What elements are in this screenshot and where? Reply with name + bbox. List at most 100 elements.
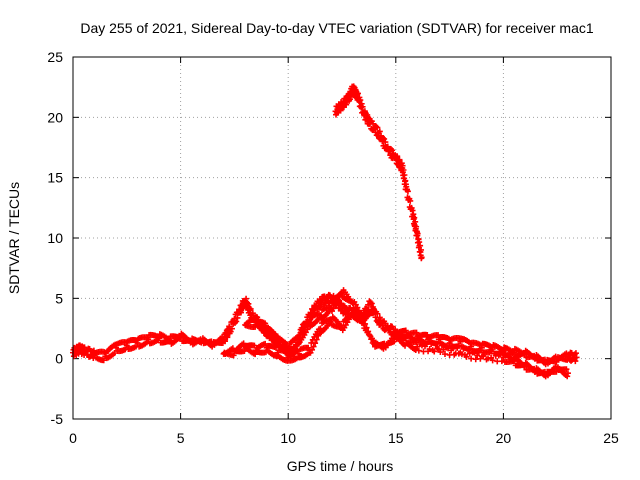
x-tick-label: 15 — [388, 430, 404, 446]
data-point-fill — [81, 344, 88, 351]
x-tick-labels: 0 5 10 15 20 25 — [69, 430, 619, 446]
data-point-fill — [247, 305, 254, 312]
data-point-fill — [382, 139, 389, 146]
data-point-fill — [400, 166, 407, 173]
data-point-fill — [374, 124, 381, 131]
data-point-fill — [414, 230, 421, 237]
data-point-fill — [223, 333, 230, 340]
data-point-fill — [489, 357, 496, 364]
y-tick-label: 0 — [55, 351, 63, 367]
data-point — [573, 354, 580, 361]
data-point-fill — [368, 300, 375, 307]
data-point-fill — [572, 358, 579, 365]
data-point-fill — [376, 128, 383, 135]
data-point-fill — [466, 350, 473, 357]
data-point-fill — [354, 90, 361, 97]
data-point-fill — [243, 295, 250, 302]
data-point-fill — [404, 188, 411, 195]
y-tick-labels: -5 0 5 10 15 20 25 — [47, 49, 63, 427]
y-tick-label: 15 — [47, 170, 63, 186]
data-point-fill — [417, 242, 424, 249]
data-point — [418, 254, 425, 261]
data-point-fill — [249, 310, 256, 317]
data-point-fill — [391, 338, 398, 345]
data-point-fill — [474, 352, 481, 359]
grid-layer — [72, 56, 612, 420]
data-point-fill — [428, 340, 435, 347]
data-point-fill — [224, 334, 231, 341]
data-point-fill — [418, 246, 425, 253]
data-point-fill — [454, 344, 461, 351]
data-point-fill — [309, 346, 316, 353]
data-point-fill — [304, 326, 311, 333]
y-axis-label: SDTVAR / TECUs — [6, 182, 22, 294]
x-tick-label: 0 — [69, 430, 77, 446]
data-point — [354, 91, 361, 98]
data-point-fill — [401, 172, 408, 179]
data-points — [70, 83, 580, 380]
chart-title: Day 255 of 2021, Sidereal Day-to-day VTE… — [80, 20, 593, 36]
data-point-fill — [315, 332, 322, 339]
data-point-fill — [465, 347, 472, 354]
data-point-fill — [251, 315, 258, 322]
data-point — [564, 370, 571, 377]
x-tick-label: 5 — [177, 430, 185, 446]
data-point-fill — [100, 357, 107, 364]
data-point-fill — [407, 197, 414, 204]
data-point-fill — [437, 349, 444, 356]
data-point-fill — [358, 100, 365, 107]
data-point-fill — [395, 157, 402, 164]
data-point-fill — [245, 300, 252, 307]
data-point — [414, 343, 421, 350]
data-point-fill — [359, 103, 366, 110]
data-point-fill — [460, 345, 467, 352]
data-point-fill — [438, 342, 445, 349]
data-point-fill — [310, 343, 317, 350]
data-point-fill — [412, 218, 419, 225]
data-point-fill — [410, 211, 417, 218]
data-point-fill — [228, 325, 235, 332]
y-tick-label: 5 — [55, 290, 63, 306]
data-point-fill — [441, 351, 448, 358]
data-point-fill — [394, 153, 401, 160]
data-point-fill — [432, 341, 439, 348]
data-point-fill — [233, 318, 240, 325]
data-point-fill — [440, 346, 447, 353]
data-point-fill — [357, 97, 364, 104]
data-point-fill — [418, 342, 425, 349]
data-point-fill — [262, 340, 269, 347]
data-point-fill — [313, 336, 320, 343]
data-point-fill — [426, 346, 433, 353]
data-point-fill — [381, 135, 388, 142]
data-point-fill — [262, 320, 269, 327]
data-point-fill — [238, 309, 245, 316]
data-point-fill — [376, 314, 383, 321]
y-tick-label: 10 — [47, 230, 63, 246]
data-point-fill — [431, 348, 438, 355]
x-axis-label: GPS time / hours — [287, 458, 394, 474]
data-point-fill — [411, 214, 418, 221]
data-point-fill — [251, 342, 258, 349]
x-tick-label: 10 — [280, 430, 296, 446]
data-point-fill — [240, 340, 247, 347]
y-tick-label: -5 — [51, 411, 64, 427]
data-point-fill — [222, 338, 229, 345]
x-tick-label: 25 — [603, 430, 619, 446]
data-point-fill — [234, 314, 241, 321]
data-point-fill — [475, 348, 482, 355]
data-point-fill — [480, 353, 487, 360]
data-point-fill — [111, 349, 118, 356]
data-point-fill — [399, 162, 406, 169]
data-point — [371, 307, 378, 314]
data-point-fill — [563, 366, 570, 373]
data-point-fill — [463, 353, 470, 360]
x-tick-label: 20 — [496, 430, 512, 446]
y-tick-label: 20 — [47, 109, 63, 125]
data-point-fill — [486, 349, 493, 356]
data-point-fill — [370, 120, 377, 127]
data-point-fill — [415, 347, 422, 354]
data-point-fill — [272, 332, 279, 339]
y-tick-label: 25 — [47, 49, 63, 65]
